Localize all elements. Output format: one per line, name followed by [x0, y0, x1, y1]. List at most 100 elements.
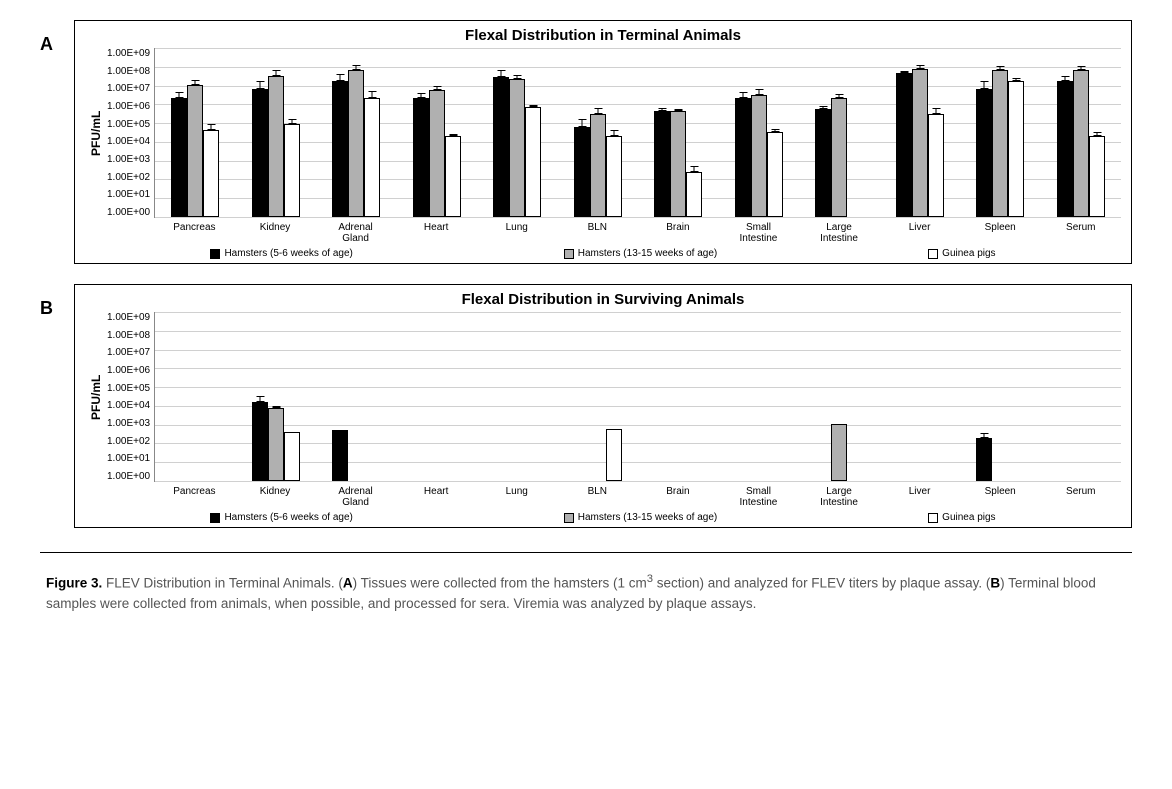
- error-bar: [211, 124, 212, 130]
- error-bar: [1080, 66, 1081, 70]
- error-bar: [356, 65, 357, 70]
- x-label: Brain: [638, 222, 719, 244]
- y-tick-label: 1.00E+08: [107, 330, 150, 341]
- bar-groups: [155, 312, 1121, 481]
- y-tick-label: 1.00E+07: [107, 83, 150, 94]
- x-label: Kidney: [235, 486, 316, 508]
- bar-fill: [332, 430, 348, 481]
- x-label: Serum: [1040, 486, 1121, 508]
- error-bar: [774, 129, 775, 133]
- error-bar: [517, 75, 518, 79]
- x-labels-row: .1.00E+09PancreasKidneyAdrenalGlandHeart…: [85, 482, 1121, 508]
- figure-caption: Figure 3. FLEV Distribution in Terminal …: [40, 571, 1132, 615]
- bar-fill: [332, 81, 348, 217]
- bar-fill: [735, 98, 751, 217]
- bar-fill: [928, 114, 944, 217]
- y-tick-label: 1.00E+06: [107, 101, 150, 112]
- x-label: LargeIntestine: [799, 222, 880, 244]
- x-label: Liver: [879, 222, 960, 244]
- x-label: Pancreas: [154, 222, 235, 244]
- error-bar: [919, 65, 920, 69]
- legend-item: Hamsters (5-6 weeks of age): [210, 512, 352, 523]
- y-tick-label: 1.00E+04: [107, 136, 150, 147]
- gridline: [155, 481, 1121, 482]
- x-label: Heart: [396, 486, 477, 508]
- bar-fill: [509, 79, 525, 217]
- error-bar: [903, 71, 904, 74]
- y-tick-label: 1.00E+09: [107, 48, 150, 59]
- legend-item: Guinea pigs: [928, 248, 995, 259]
- error-bar: [758, 89, 759, 95]
- x-label: SmallIntestine: [718, 486, 799, 508]
- legend-item: Hamsters (13-15 weeks of age): [564, 512, 718, 523]
- error-bar: [597, 108, 598, 114]
- bar-fill: [670, 111, 686, 217]
- x-label: Spleen: [960, 222, 1041, 244]
- y-tick-label: 1.00E+01: [107, 453, 150, 464]
- legend-item: Hamsters (13-15 weeks of age): [564, 248, 718, 259]
- error-bar: [935, 108, 936, 114]
- plot-area: [154, 48, 1121, 218]
- error-bar: [984, 433, 985, 438]
- y-tick-label: 1.00E+08: [107, 66, 150, 77]
- x-label: LargeIntestine: [799, 486, 880, 508]
- legend: Hamsters (5-6 weeks of age)Hamsters (13-…: [85, 248, 1121, 259]
- bar-fill: [912, 69, 928, 217]
- bar-fill: [574, 127, 590, 217]
- legend-label: Hamsters (13-15 weeks of age): [578, 512, 718, 523]
- x-label: Spleen: [960, 486, 1041, 508]
- y-tick-label: 1.00E+07: [107, 347, 150, 358]
- bar-fill: [284, 432, 300, 481]
- bar-fill: [686, 172, 702, 217]
- bar-fill: [606, 429, 622, 481]
- x-label: SmallIntestine: [718, 222, 799, 244]
- error-bar: [501, 70, 502, 78]
- panel-letter: B: [40, 284, 74, 319]
- x-labels-row: .1.00E+09PancreasKidneyAdrenalGlandHeart…: [85, 218, 1121, 244]
- bar-fill: [171, 98, 187, 217]
- y-axis-label: PFU/mL: [85, 48, 107, 218]
- x-label: Liver: [879, 486, 960, 508]
- bar-fill: [252, 89, 268, 217]
- x-label: Pancreas: [154, 486, 235, 508]
- y-tick-label: 1.00E+00: [107, 207, 150, 218]
- error-bar: [1016, 78, 1017, 82]
- legend-label: Hamsters (5-6 weeks of age): [224, 512, 352, 523]
- plot-area: [154, 312, 1121, 482]
- bar-fill: [413, 98, 429, 217]
- bar-fill: [751, 95, 767, 217]
- bar-fill: [187, 85, 203, 217]
- x-label: BLN: [557, 486, 638, 508]
- error-bar: [291, 119, 292, 125]
- error-bar: [581, 119, 582, 127]
- error-bar: [275, 70, 276, 76]
- plot-wrap: PFU/mL1.00E+091.00E+081.00E+071.00E+061.…: [85, 312, 1121, 482]
- chart-box: Flexal Distribution in Surviving Animals…: [74, 284, 1132, 528]
- bar-fill: [429, 90, 445, 217]
- figure-separator: [40, 552, 1132, 553]
- y-ticks: 1.00E+091.00E+081.00E+071.00E+061.00E+05…: [107, 312, 154, 482]
- x-label: Lung: [476, 222, 557, 244]
- bar-fill: [252, 402, 268, 481]
- panel-A: AFlexal Distribution in Terminal Animals…: [40, 20, 1132, 264]
- y-tick-label: 1.00E+03: [107, 418, 150, 429]
- plot-wrap: PFU/mL1.00E+09 1.00E+08 1.00E+07 1.00E+06 1.…: [85, 48, 1121, 218]
- error-bar: [662, 108, 663, 111]
- legend-swatch: [928, 513, 938, 523]
- x-label: Serum: [1040, 222, 1121, 244]
- bar-fill: [976, 438, 992, 481]
- bar-fill: [1089, 136, 1105, 217]
- bar-fill: [654, 111, 670, 217]
- bar-fill: [1008, 81, 1024, 217]
- panel-B: BFlexal Distribution in Surviving Animal…: [40, 284, 1132, 528]
- y-tick-label: 1.00E+00: [107, 471, 150, 482]
- bar-fill: [445, 136, 461, 217]
- error-bar: [613, 130, 614, 136]
- error-bar: [436, 86, 437, 91]
- x-labels: PancreasKidneyAdrenalGlandHeartLungBLNBr…: [154, 486, 1121, 508]
- legend-item: Guinea pigs: [928, 512, 995, 523]
- gridline: [155, 217, 1121, 218]
- y-tick-label: 1.00E+03: [107, 154, 150, 165]
- error-bar: [1000, 66, 1001, 70]
- legend-label: Guinea pigs: [942, 248, 995, 259]
